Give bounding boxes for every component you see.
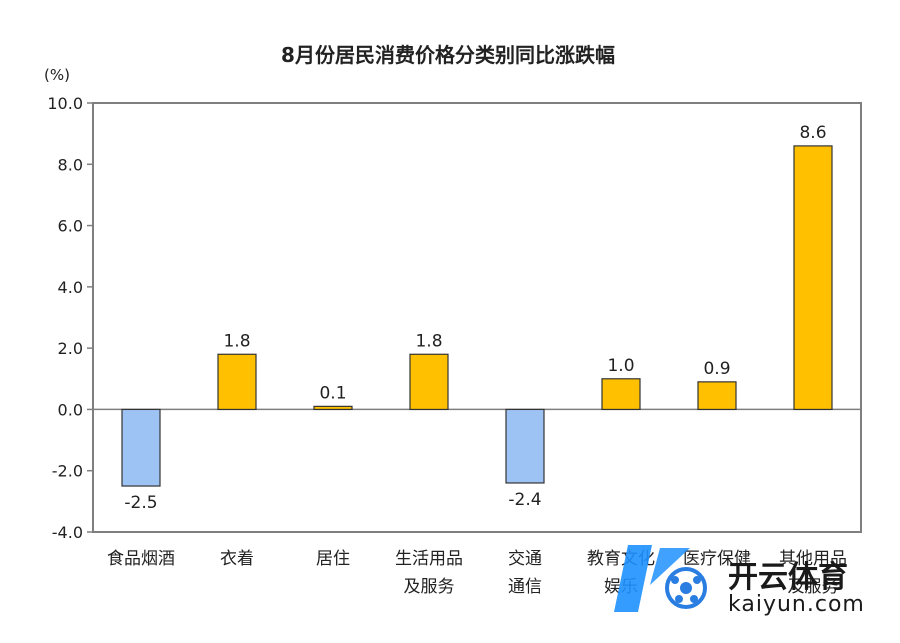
data-label: 1.0: [607, 356, 634, 376]
bar: [697, 381, 737, 411]
y-tick-label: -2.0: [52, 462, 83, 481]
y-tick-label: 2.0: [58, 339, 83, 358]
data-label: 0.1: [319, 383, 346, 403]
x-category-label: 通信: [508, 577, 542, 597]
y-tick-label: 10.0: [47, 94, 83, 113]
plot-frame: [92, 102, 862, 533]
x-category-label: 其他用品: [779, 549, 847, 569]
data-label: -2.5: [124, 493, 157, 513]
plot-area: 10.0 8.0 6.0 4.0 2.0 0.0 -2.0 -4.0 -2.5 食品烟酒 1.8 衣着…: [47, 94, 862, 597]
bar: [601, 378, 641, 411]
y-tick-label: 4.0: [58, 278, 83, 297]
data-label: -2.4: [508, 490, 541, 510]
x-category-label: 居住: [316, 549, 350, 569]
x-category-label: 交通: [508, 549, 542, 569]
y-tick-label: 8.0: [58, 155, 83, 174]
bar: [505, 408, 545, 484]
x-category-label: 及服务: [788, 577, 839, 597]
watermark: 开云体育 kaiyun.com: [614, 545, 865, 617]
watermark-logo-icon: [614, 545, 707, 612]
x-category-label: 及服务: [404, 577, 455, 597]
bar: [793, 145, 833, 411]
watermark-text-cn: 开云体育: [728, 560, 848, 595]
bar: [313, 405, 353, 411]
x-category-label: 生活用品: [395, 549, 463, 569]
watermark-text-en: kaiyun.com: [728, 592, 865, 617]
data-label: 8.6: [799, 123, 826, 143]
bar: [121, 408, 161, 487]
data-label: 0.9: [703, 359, 730, 379]
y-tick-label: 0.0: [58, 400, 83, 419]
x-category-label: 食品烟酒: [107, 549, 175, 569]
bar: [409, 353, 449, 411]
chart-title: 8月份居民消费价格分类别同比涨跌幅: [281, 43, 615, 67]
y-tick-label: -4.0: [52, 523, 83, 542]
x-category-label: 衣着: [220, 549, 254, 569]
y-unit-label: (%): [44, 66, 70, 84]
bar: [217, 353, 257, 411]
data-label: 1.8: [415, 331, 442, 351]
x-category-label: 医疗保健: [683, 549, 751, 569]
y-tick-label: 6.0: [58, 217, 83, 236]
data-label: 1.8: [223, 331, 250, 351]
